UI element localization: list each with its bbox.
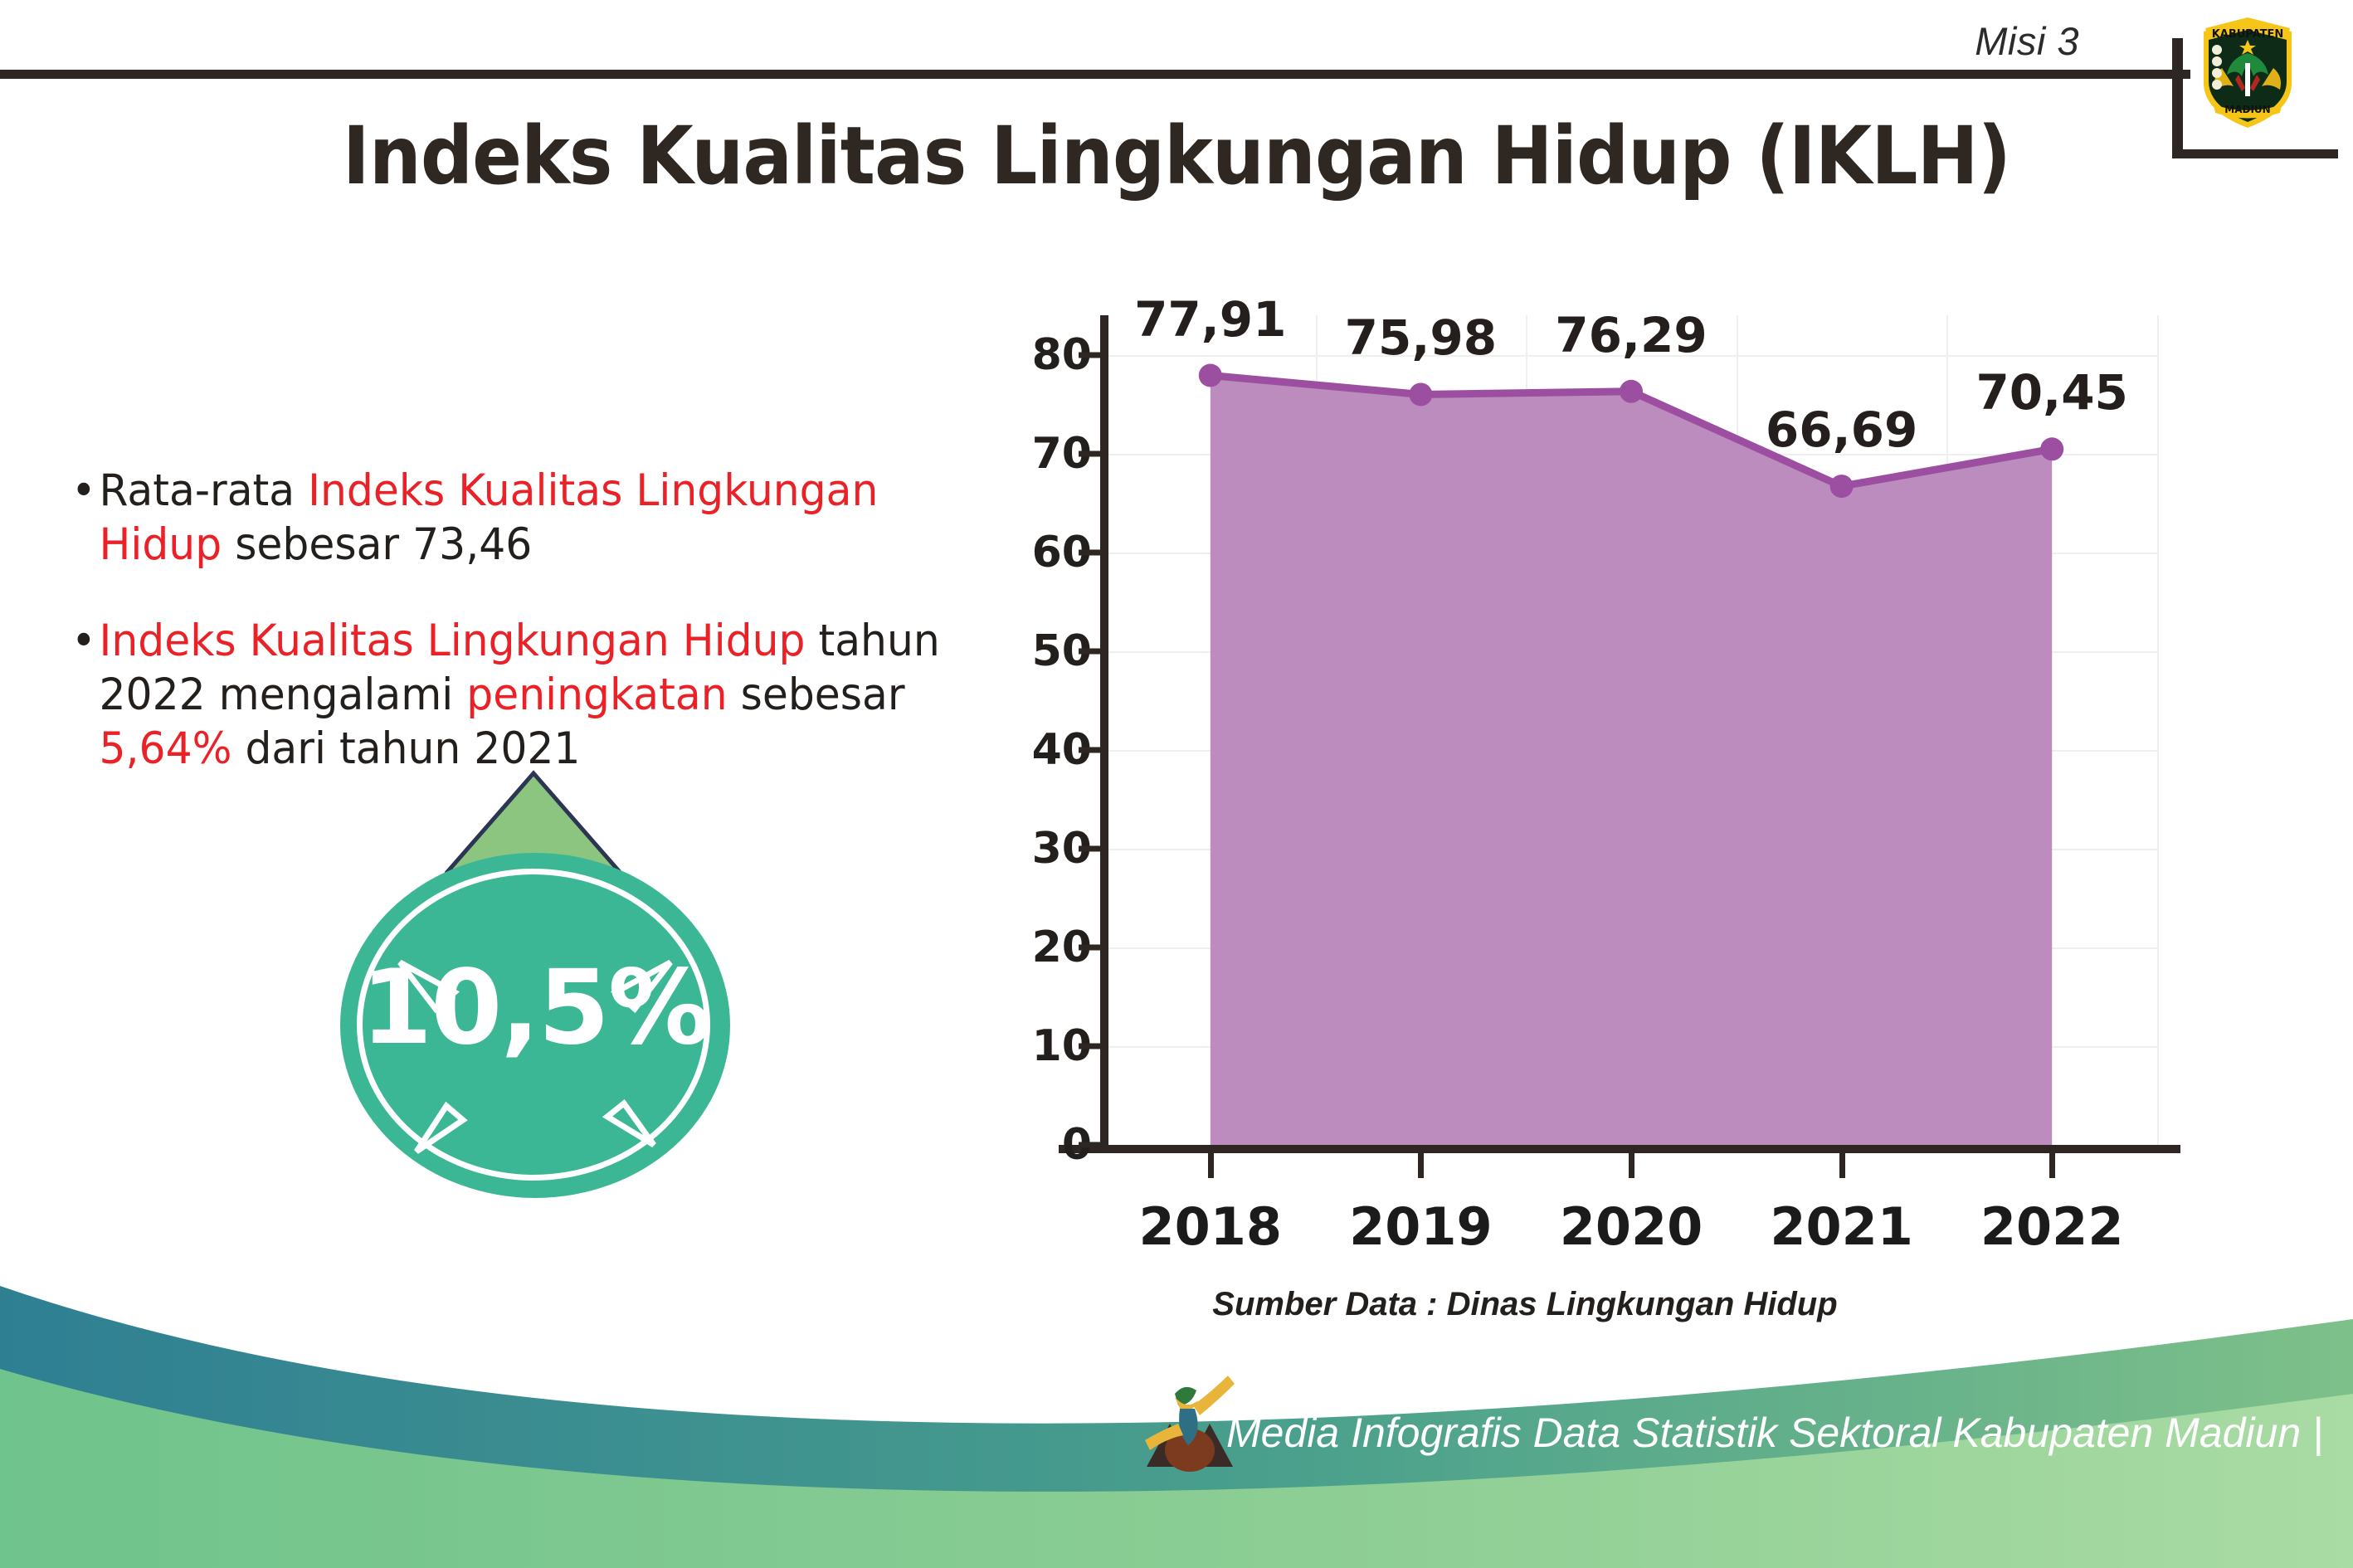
bracket-horizontal-bar (2172, 149, 2338, 158)
y-axis-line (1100, 315, 1108, 1153)
y-axis-tick (1079, 450, 1102, 457)
page-title: Indeks Kualitas Lingkungan Hidup (IKLH) (342, 110, 2011, 202)
bullet-text: Indeks Kualitas Lingkungan Hidup tahun 2… (100, 615, 947, 776)
plain-phrase: Rata-rata (99, 465, 309, 516)
highlighted-phrase: Indeks Kualitas Lingkungan Hidup (99, 465, 879, 570)
y-axis-tick-label: 60 (1031, 527, 1092, 577)
kabupaten-madiun-crest-icon: KABUPATEN MADIUN (2204, 17, 2292, 128)
y-axis-tick-label: 40 (1031, 724, 1092, 775)
y-axis-tick-label: 30 (1031, 823, 1092, 874)
bullet-marker: • (71, 465, 96, 516)
crest-bottom-text: MADIUN (2224, 104, 2270, 115)
highlighted-phrase: Indeks Kualitas Lingkungan Hidup (99, 616, 806, 667)
data-label: 75,98 (1344, 309, 1498, 367)
y-axis-tick (1079, 944, 1102, 951)
header-divider (0, 70, 2190, 79)
series-area-fill (1210, 375, 2053, 1145)
y-axis-tick (1079, 549, 1102, 556)
footer-text: Media Infografis Data Statistik Sektoral… (1226, 1410, 2324, 1456)
bracket-vertical-bar (2172, 38, 2183, 158)
y-axis-tick (1079, 1043, 1102, 1049)
bullet-marker: • (71, 616, 96, 667)
list-item: • Indeks Kualitas Lingkungan Hidup tahun… (71, 615, 947, 776)
bullet-text: Rata-rata Indeks Kualitas Lingkungan Hid… (100, 465, 947, 572)
x-axis-tick (1207, 1153, 1214, 1178)
y-axis-tick (1079, 1142, 1102, 1148)
highlighted-phrase: 5,64% (99, 723, 232, 774)
x-axis-tick (2049, 1153, 2056, 1178)
x-axis-tick-label: 2022 (1980, 1196, 2124, 1257)
footer-band: Media Infografis Data Statistik Sektoral… (0, 1269, 2353, 1568)
x-axis-tick-label: 2020 (1559, 1196, 1703, 1257)
list-item: • Rata-rata Indeks Kualitas Lingkungan H… (71, 465, 947, 572)
grid-line-horizontal (1105, 354, 2157, 357)
plain-phrase: tahun 2022 mengalami (99, 616, 940, 720)
y-axis-tick-label: 20 (1031, 922, 1092, 972)
badge-inner-ring (357, 869, 710, 1181)
data-label: 66,69 (1765, 402, 1918, 459)
summary-bullets: • Rata-rata Indeks Kualitas Lingkungan H… (71, 465, 992, 819)
y-axis-tick-label: 80 (1031, 329, 1092, 380)
wave-bottom (0, 1369, 2353, 1568)
x-axis-tick (1629, 1153, 1634, 1178)
data-point-marker (2040, 437, 2064, 461)
y-axis-tick-label: 10 (1031, 1020, 1092, 1071)
x-axis-tick (1418, 1153, 1425, 1178)
plain-phrase: sebesar (727, 669, 905, 720)
y-axis-tick (1079, 747, 1102, 753)
x-axis-tick (1839, 1153, 1845, 1178)
data-point-marker (1409, 382, 1433, 407)
iklh-area-chart: 77,91 75,98 76,29 66,69 70,45 0 10 20 30 40 50 60 7… (979, 290, 2207, 1322)
x-axis-tick-label: 2018 (1138, 1196, 1283, 1257)
data-point-marker (1620, 379, 1643, 403)
highlighted-phrase: peningkatan (466, 669, 728, 720)
increase-badge: 10,5% (322, 770, 745, 1201)
y-axis-tick-label: 50 (1031, 626, 1092, 676)
chart-plot-area: 77,91 75,98 76,29 66,69 70,45 (1105, 291, 2159, 1147)
y-axis-tick-label: 70 (1031, 428, 1092, 479)
crest-frame-bracket (2172, 38, 2338, 158)
plain-phrase: dari tahun 2021 (231, 723, 581, 774)
data-point-marker (1829, 475, 1854, 499)
madiun-figure-logo-icon (1145, 1376, 1235, 1472)
plain-phrase: sebesar 73,46 (222, 519, 533, 570)
data-point-marker (1198, 363, 1222, 387)
badge-value: 10,5% (360, 948, 711, 1068)
y-axis-tick (1079, 648, 1102, 655)
chart-source-note: Sumber Data : Dinas Lingkungan Hidup (1212, 1286, 1838, 1322)
crest-top-text: KABUPATEN (2212, 28, 2284, 41)
x-axis-tick-label: 2021 (1770, 1196, 1913, 1257)
y-axis-tick-label: 0 (1061, 1120, 1092, 1170)
y-axis-tick (1079, 352, 1102, 358)
data-label: 70,45 (1975, 364, 2128, 421)
x-axis-line (1059, 1145, 2180, 1153)
data-label: 77,91 (1134, 290, 1287, 348)
data-label: 76,29 (1555, 306, 1708, 363)
y-axis-tick (1079, 845, 1102, 852)
chart-series-markers (1198, 363, 2064, 499)
misi-label: Misi 3 (1975, 19, 2079, 63)
grid-line-vertical (2157, 315, 2159, 1145)
x-axis-tick-label: 2019 (1349, 1196, 1493, 1257)
badge-corner-triangles (397, 959, 673, 1154)
